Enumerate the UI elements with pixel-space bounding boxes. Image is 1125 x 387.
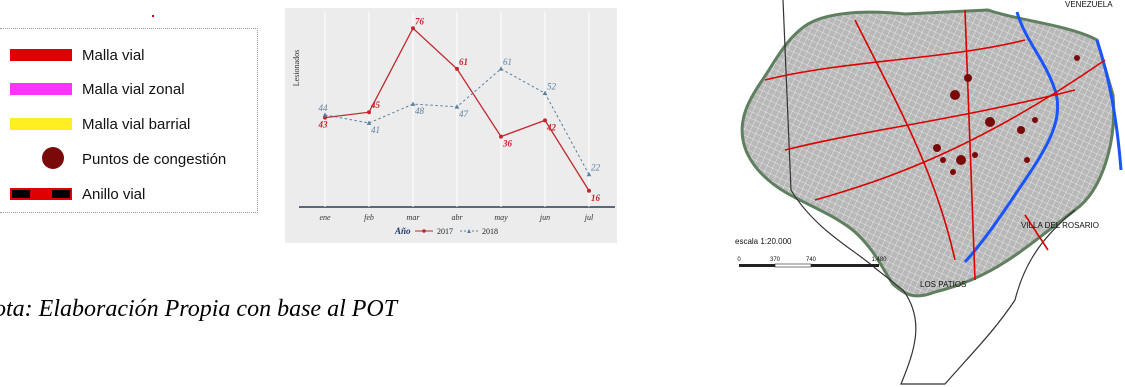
line-chart: Lesionados ene feb mar abr may jun jul 43 45 76 6… [285, 8, 617, 243]
label-villa-del-rosario: VILLA DEL ROSARIO [1021, 221, 1099, 230]
x-tick-label: jun [539, 213, 550, 222]
scale-label: escala 1:20.000 [735, 237, 792, 246]
data-label-2018: 22 [591, 163, 601, 173]
urban-area [740, 8, 1116, 298]
legend-item-puntos-congestion: Puntos de congestión [0, 146, 226, 172]
legend-label-2018: 2018 [482, 227, 498, 236]
data-labels: 43 45 76 61 36 42 16 44 41 48 47 61 52 22 [318, 16, 601, 203]
data-label-2017: 61 [459, 57, 468, 67]
scale-tick-1: 370 [770, 257, 781, 263]
x-tick-label: jul [584, 213, 594, 222]
scale-tick-3: 1.480 [871, 257, 887, 263]
legend-label: Malla vial [82, 46, 145, 64]
chart-svg: Lesionados ene feb mar abr may jun jul 43 45 76 6… [292, 12, 615, 236]
x-tick-label: mar [407, 213, 421, 222]
x-tick-label: may [494, 213, 508, 222]
scale-tick-0: 0 [737, 257, 741, 263]
data-label-2018: 47 [459, 109, 469, 119]
x-tick-label: abr [451, 213, 463, 222]
data-label-2018: 48 [415, 106, 425, 116]
data-point-2018 [454, 104, 460, 109]
map-labels: VENEZUELA VILLA DEL ROSARIO LOS PATIOS e… [735, 0, 1113, 289]
label-los-patios: LOS PATIOS [920, 280, 966, 289]
data-point-2018 [498, 66, 504, 71]
red-mark [152, 15, 154, 17]
data-label-2018: 61 [503, 57, 512, 67]
map-legend: Malla vial Malla vial zonal Malla vial b… [0, 28, 258, 213]
data-point-2017 [587, 188, 591, 193]
data-label-2017: 76 [415, 16, 425, 26]
data-point-2018 [542, 90, 548, 96]
data-label-2017: 43 [318, 120, 329, 130]
data-label-2018: 44 [319, 103, 329, 113]
label-venezuela: VENEZUELA [1065, 0, 1113, 9]
river [963, 11, 1060, 264]
data-label-2017: 45 [370, 100, 381, 110]
legend-symbol-puntos-congestion [0, 146, 72, 172]
legend-label: Anillo vial [82, 185, 146, 203]
legend-label: Malla vial zonal [82, 80, 185, 98]
legend-symbol-malla-vial [0, 42, 72, 68]
river-east [1095, 39, 1123, 171]
scale-tick-2: 740 [806, 257, 817, 263]
data-label-2018: 41 [371, 125, 380, 135]
data-label-2018: 52 [547, 81, 557, 91]
city-map: VENEZUELA VILLA DEL ROSARIO LOS PATIOS e… [735, 0, 1123, 385]
legend-item-anillo-vial: Anillo vial [0, 181, 145, 207]
legend-item-malla-vial-barrial: Malla vial barrial [0, 111, 190, 137]
legend-symbol-anillo-vial [0, 181, 72, 207]
legend-symbol-malla-vial-zonal [0, 76, 72, 102]
data-point-2018 [586, 172, 592, 177]
data-point-2017 [499, 134, 503, 139]
congestion-points [933, 55, 1080, 175]
legend-symbol-malla-vial-barrial [0, 111, 72, 137]
data-point-2017 [455, 66, 459, 71]
source-note: ota: Elaboración Propia con base al POT [0, 296, 398, 322]
data-label-2017: 36 [502, 139, 513, 149]
scale-bar: 0 370 740 1.480 [737, 257, 887, 268]
data-point-2018 [410, 101, 416, 106]
data-point-2018 [366, 120, 372, 125]
legend-item-malla-vial-zonal: Malla vial zonal [0, 76, 185, 102]
legend-label-2017: 2017 [437, 227, 453, 236]
legend-label: Puntos de congestión [82, 150, 227, 168]
data-point-2017 [367, 110, 371, 115]
data-label-2017: 42 [546, 122, 557, 132]
legend-title: Año [394, 226, 411, 236]
chart-legend: Año 2017 2018 [394, 226, 498, 236]
legend-marker-2018 [467, 229, 471, 233]
data-label-2017: 16 [591, 193, 601, 203]
series-layer [322, 26, 592, 193]
boundary-line [782, 0, 1076, 385]
legend-item-malla-vial: Malla vial [0, 42, 145, 68]
x-tick-label: feb [364, 213, 374, 222]
data-point-2018 [322, 112, 328, 117]
x-tick-labels: ene feb mar abr may jun jul [319, 213, 594, 222]
x-tick-label: ene [319, 213, 331, 222]
y-axis-label: Lesionados [292, 50, 301, 86]
legend-label: Malla vial barrial [82, 115, 191, 133]
data-point-2017 [543, 118, 547, 123]
legend-marker-2017 [422, 229, 426, 233]
data-point-2017 [411, 26, 415, 31]
gridlines [324, 12, 590, 207]
main-roads [764, 9, 1106, 281]
